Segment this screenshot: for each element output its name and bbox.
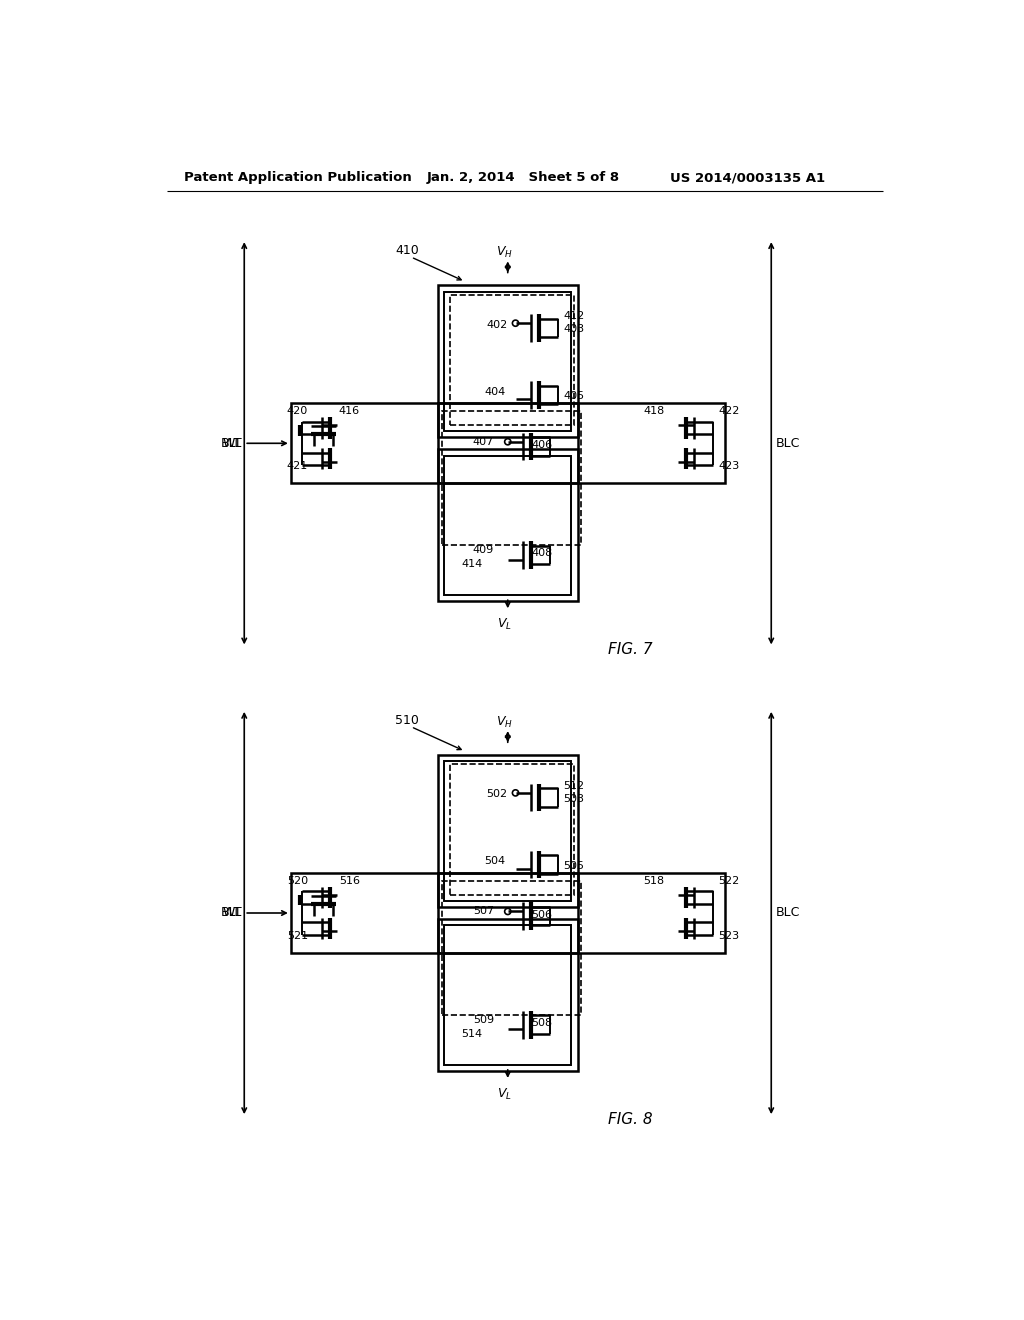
Bar (444, 925, 571, 1065)
Bar (291, 404, 725, 483)
Text: $V_H$: $V_H$ (497, 714, 513, 730)
Text: 509: 509 (473, 1015, 494, 1026)
Text: 521: 521 (287, 931, 308, 941)
Text: $V_L$: $V_L$ (498, 1086, 512, 1101)
Text: BLT: BLT (220, 907, 242, 920)
Bar (438, 404, 578, 483)
Bar (438, 285, 578, 437)
Text: 510: 510 (395, 714, 419, 727)
Bar (451, 294, 574, 425)
Text: 410: 410 (395, 244, 419, 257)
Bar (438, 873, 578, 953)
Text: 423: 423 (719, 462, 739, 471)
Text: 506: 506 (531, 909, 552, 920)
Text: 409: 409 (473, 545, 495, 556)
Text: 505: 505 (563, 861, 585, 871)
Text: BLC: BLC (776, 907, 801, 920)
Text: FIG. 7: FIG. 7 (608, 642, 653, 657)
Text: 507: 507 (473, 907, 494, 916)
Bar (444, 762, 571, 900)
Text: 504: 504 (484, 857, 506, 866)
Text: 418: 418 (643, 407, 665, 416)
Text: 405: 405 (563, 391, 585, 401)
Text: 520: 520 (287, 875, 308, 886)
Bar (442, 880, 582, 1015)
Text: 414: 414 (461, 560, 482, 569)
Bar (438, 919, 578, 1071)
Text: Jan. 2, 2014   Sheet 5 of 8: Jan. 2, 2014 Sheet 5 of 8 (426, 172, 620, 185)
Bar (442, 411, 582, 545)
Text: $V_L$: $V_L$ (498, 616, 512, 632)
Text: WL: WL (222, 907, 242, 920)
Text: FIG. 8: FIG. 8 (608, 1111, 653, 1127)
Text: 420: 420 (287, 407, 308, 416)
Text: BLC: BLC (776, 437, 801, 450)
Text: 518: 518 (643, 875, 665, 886)
Bar (444, 292, 571, 430)
Text: 403: 403 (563, 325, 585, 334)
Bar (438, 755, 578, 907)
Text: WL: WL (222, 437, 242, 450)
Text: US 2014/0003135 A1: US 2014/0003135 A1 (671, 172, 825, 185)
Text: 416: 416 (339, 407, 359, 416)
Text: 512: 512 (563, 781, 585, 791)
Text: 421: 421 (287, 462, 308, 471)
Text: 422: 422 (719, 407, 740, 416)
Text: 522: 522 (719, 875, 739, 886)
Text: 408: 408 (531, 548, 552, 558)
Bar (444, 455, 571, 595)
Text: BLT: BLT (220, 437, 242, 450)
Bar (451, 764, 574, 895)
Text: 402: 402 (486, 319, 507, 330)
Text: Patent Application Publication: Patent Application Publication (183, 172, 412, 185)
Text: $V_H$: $V_H$ (497, 244, 513, 260)
Text: 516: 516 (339, 875, 359, 886)
Text: 404: 404 (484, 387, 506, 397)
Text: 502: 502 (486, 789, 507, 800)
Bar (438, 450, 578, 601)
Text: 523: 523 (719, 931, 739, 941)
Text: 514: 514 (461, 1028, 482, 1039)
Text: 503: 503 (563, 795, 585, 804)
Text: 508: 508 (531, 1018, 552, 1028)
Bar (291, 873, 725, 953)
Text: 407: 407 (473, 437, 495, 446)
Text: 406: 406 (531, 440, 552, 450)
Text: 412: 412 (563, 312, 585, 321)
